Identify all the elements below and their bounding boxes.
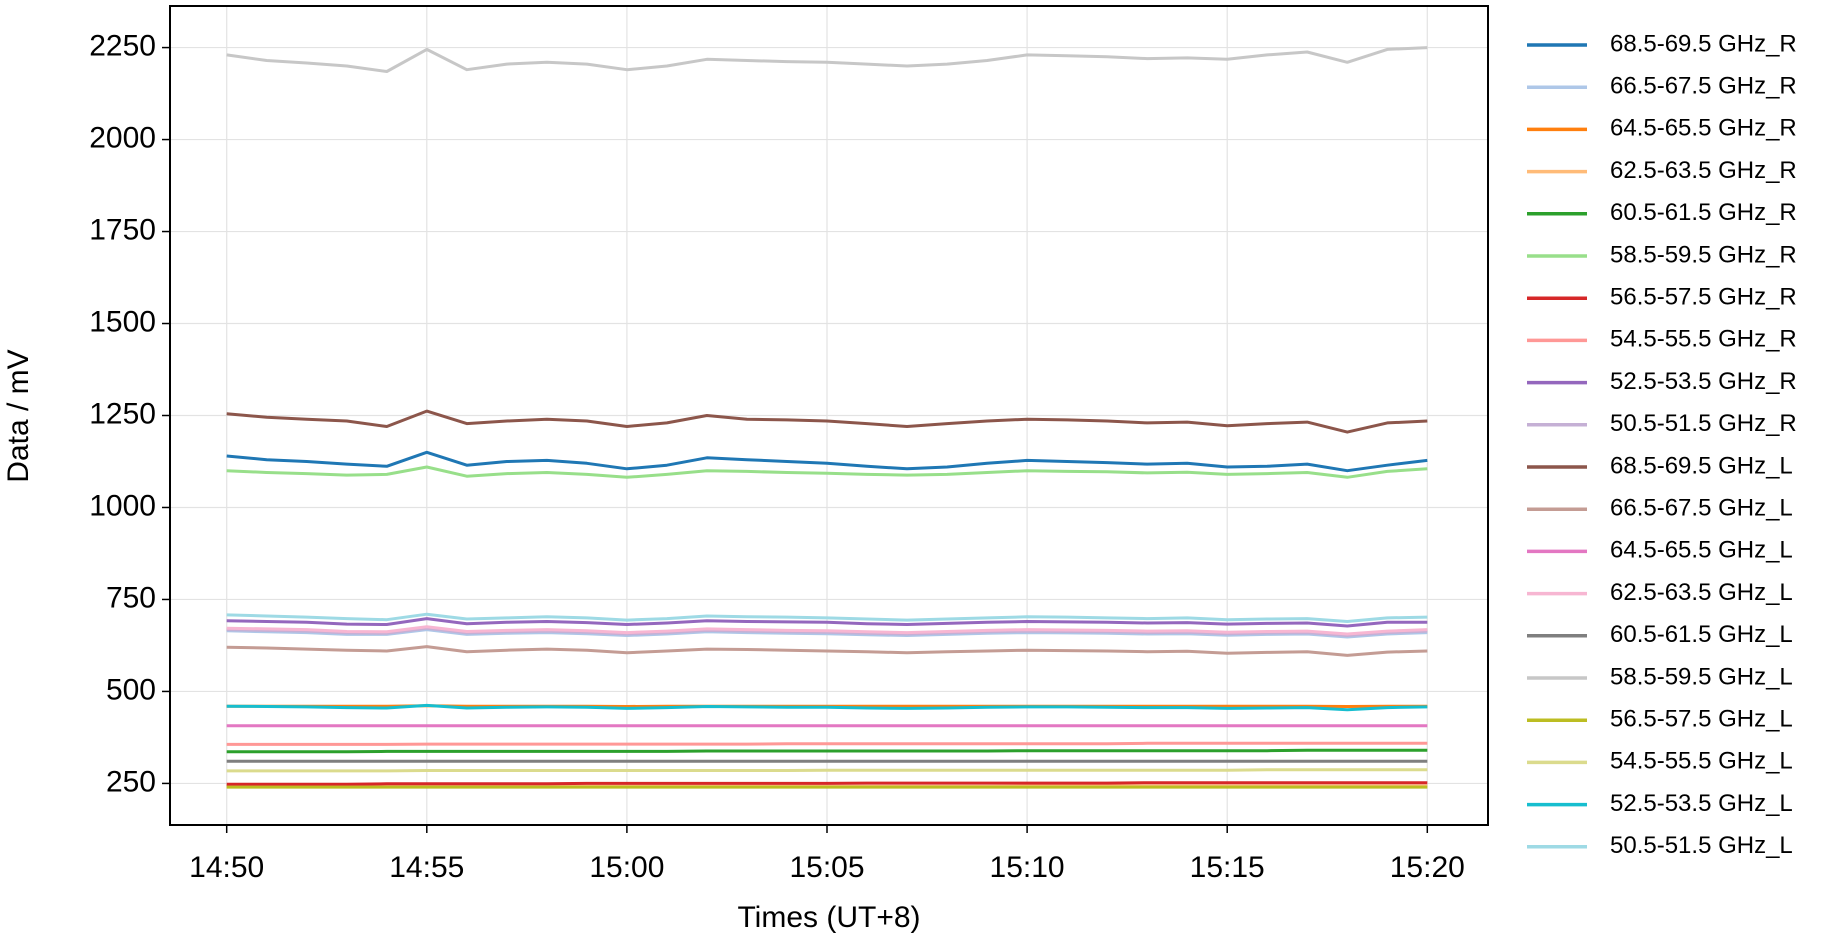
y-tick-label: 250: [106, 765, 156, 798]
series-line: [226, 617, 1428, 628]
y-tick-label: 500: [106, 673, 156, 706]
legend-label: 56.5-57.5 GHz_R: [1610, 284, 1797, 311]
y-tick-label: 2250: [89, 29, 156, 62]
y-axis-label: Data / mV: [2, 349, 35, 482]
y-tick-label: 1000: [89, 489, 156, 522]
series-line: [226, 612, 1428, 623]
legend-label: 60.5-61.5 GHz_L: [1610, 621, 1793, 648]
legend-label: 52.5-53.5 GHz_R: [1610, 368, 1797, 395]
legend-label: 50.5-51.5 GHz_L: [1610, 832, 1793, 859]
legend-label: 68.5-69.5 GHz_R: [1610, 30, 1797, 57]
legend-label: 66.5-67.5 GHz_R: [1610, 73, 1797, 100]
series-line: [226, 450, 1428, 473]
x-tick-label: 15:20: [1390, 851, 1465, 884]
series-line: [226, 409, 1428, 434]
legend-label: 62.5-63.5 GHz_L: [1610, 579, 1793, 606]
series-line: [226, 645, 1428, 657]
x-tick-label: 15:00: [589, 851, 664, 884]
legend-label: 58.5-59.5 GHz_L: [1610, 663, 1793, 690]
legend-label: 58.5-59.5 GHz_R: [1610, 241, 1797, 268]
legend-label: 60.5-61.5 GHz_R: [1610, 199, 1797, 226]
series-line: [226, 741, 1428, 746]
y-tick-label: 1500: [89, 305, 156, 338]
series-line: [226, 46, 1428, 73]
plot-frame: [169, 5, 1489, 826]
x-tick-label: 14:50: [189, 851, 264, 884]
x-tick-label: 15:10: [990, 851, 1065, 884]
legend-label: 50.5-51.5 GHz_R: [1610, 410, 1797, 437]
y-tick-label: 750: [106, 581, 156, 614]
series-line: [226, 781, 1428, 786]
x-tick-label: 14:55: [389, 851, 464, 884]
series-line: [226, 748, 1428, 754]
y-tick-label: 1250: [89, 397, 156, 430]
series-line: [226, 465, 1428, 479]
legend-label: 68.5-69.5 GHz_L: [1610, 452, 1793, 479]
legend-label: 66.5-67.5 GHz_L: [1610, 495, 1793, 522]
legend-label: 56.5-57.5 GHz_L: [1610, 706, 1793, 733]
y-tick-label: 1750: [89, 213, 156, 246]
legend-label: 64.5-65.5 GHz_L: [1610, 537, 1793, 564]
legend-label: 64.5-65.5 GHz_R: [1610, 115, 1797, 142]
x-tick-label: 15:05: [789, 851, 864, 884]
y-tick-label: 2000: [89, 121, 156, 154]
series-line: [226, 768, 1428, 773]
legend-label: 54.5-55.5 GHz_R: [1610, 326, 1797, 353]
x-axis-label: Times (UT+8): [737, 901, 920, 934]
series-line: [226, 703, 1428, 712]
legend-label: 54.5-55.5 GHz_L: [1610, 748, 1793, 775]
x-tick-label: 15:15: [1190, 851, 1265, 884]
legend-label: 52.5-53.5 GHz_L: [1610, 790, 1793, 817]
series-line: [226, 625, 1428, 636]
legend-label: 62.5-63.5 GHz_R: [1610, 157, 1797, 184]
